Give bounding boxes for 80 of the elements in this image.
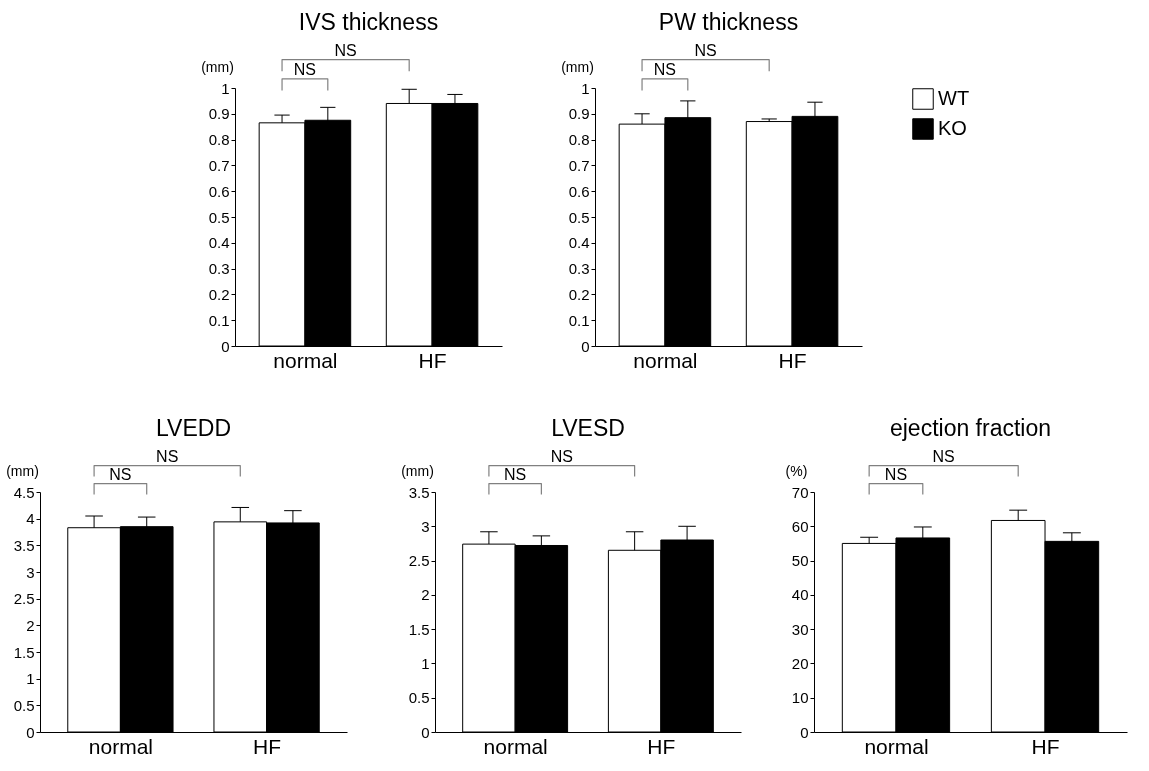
text: NS: [156, 447, 179, 465]
y-tick-label: 0.4: [568, 234, 590, 252]
y-axis-title: (%): [785, 462, 808, 479]
y-tick-label: 1: [26, 670, 35, 688]
y-tick-label: 0.7: [208, 156, 230, 174]
y-axis-title: (mm): [201, 58, 234, 75]
text: NS: [653, 60, 677, 78]
y-tick-label: 50: [791, 552, 809, 570]
y-tick-label: 1.5: [408, 620, 430, 638]
text: NS: [109, 465, 132, 483]
x-tick-label: HF: [253, 734, 282, 758]
y-axis-title: (mm): [401, 462, 434, 479]
legend-label: KO: [938, 117, 967, 139]
y-tick-label: 0.2: [568, 285, 590, 303]
y-tick-label: 10: [791, 689, 809, 707]
x-tick-label: HF: [647, 734, 676, 758]
y-tick-label: 2.5: [13, 590, 35, 608]
y-tick-label: 20: [791, 654, 809, 672]
y-tick-label: 0.5: [208, 208, 230, 226]
x-tick-label: normal: [273, 348, 338, 372]
y-tick-label: 0.6: [568, 182, 590, 200]
y-tick-label: 0.5: [13, 696, 35, 714]
y-tick-label: 1: [581, 79, 590, 97]
x-tick-label: normal: [864, 734, 929, 758]
text: NS: [550, 447, 573, 465]
y-tick-label: 40: [791, 586, 809, 604]
y-tick-label: 0.4: [208, 234, 230, 252]
text: NS: [932, 447, 955, 465]
y-tick-label: 60: [791, 517, 809, 535]
y-tick-label: 1: [421, 654, 430, 672]
y-tick-label: 0.8: [208, 131, 230, 149]
y-tick-label: 30: [791, 620, 809, 638]
y-tick-label: 0.5: [408, 689, 430, 707]
y-tick-label: 0.8: [568, 131, 590, 149]
y-axis-title: (mm): [6, 462, 39, 479]
y-tick-label: 0.7: [568, 156, 590, 174]
chart-title: PW thickness: [658, 8, 799, 35]
y-tick-label: 70: [791, 483, 809, 501]
y-tick-label: 0: [800, 723, 809, 741]
legend-label: WT: [938, 87, 970, 109]
y-tick-label: 0.3: [568, 260, 590, 278]
y-tick-label: 0.1: [568, 311, 590, 329]
x-tick-label: HF: [1031, 734, 1060, 758]
y-tick-label: 0.6: [208, 182, 230, 200]
y-tick-label: 2: [26, 616, 35, 634]
chart-title: ejection fraction: [889, 414, 1052, 441]
y-tick-label: 0: [221, 337, 230, 355]
x-tick-label: normal: [88, 734, 154, 758]
y-tick-label: 0.2: [208, 285, 230, 303]
y-tick-label: 2.5: [408, 552, 430, 570]
y-tick-label: 0: [581, 337, 590, 355]
x-tick-label: normal: [483, 734, 548, 758]
x-tick-label: HF: [418, 348, 447, 372]
y-tick-label: 0.1: [208, 311, 230, 329]
text: NS: [334, 41, 357, 59]
y-tick-label: 4.5: [13, 483, 35, 501]
y-tick-label: 0: [421, 723, 430, 741]
y-tick-label: 0.3: [208, 260, 230, 278]
text: NS: [504, 465, 527, 483]
chart-title: IVS thickness: [298, 8, 439, 35]
y-tick-label: 0: [26, 723, 35, 741]
text: NS: [694, 41, 717, 59]
y-tick-label: 2: [421, 586, 430, 604]
text: NS: [884, 465, 908, 483]
y-tick-label: 0.5: [568, 208, 590, 226]
y-axis-title: (mm): [561, 58, 594, 75]
y-tick-label: 1: [221, 79, 230, 97]
y-tick-label: 3.5: [13, 536, 35, 554]
text: NS: [293, 60, 317, 78]
chart-title: LVESD: [551, 414, 625, 441]
y-tick-label: 0.9: [568, 105, 590, 123]
y-tick-label: 3: [421, 517, 430, 535]
y-tick-label: 3.5: [408, 483, 430, 501]
x-tick-label: normal: [633, 348, 698, 372]
y-tick-label: 4: [26, 510, 35, 528]
y-tick-label: 1.5: [13, 643, 35, 661]
y-tick-label: 0.9: [208, 105, 230, 123]
y-tick-label: 3: [26, 563, 35, 581]
x-tick-label: HF: [778, 348, 807, 372]
chart-title: LVEDD: [156, 414, 231, 441]
